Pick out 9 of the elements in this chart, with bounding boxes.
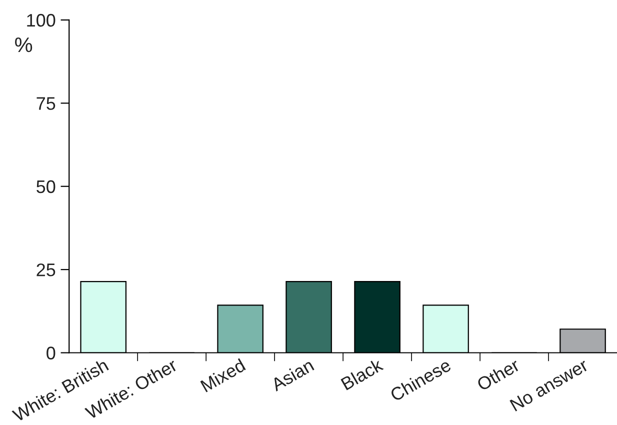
x-tick-label: Black — [340, 358, 384, 390]
y-tick-label: 50 — [36, 180, 56, 194]
y-tick-label: 0 — [46, 346, 56, 360]
y-tick-label: 100 — [27, 14, 56, 27]
y-axis-title: % — [15, 38, 32, 52]
y-tick-label: 75 — [36, 97, 56, 110]
y-tick-label: 25 — [36, 263, 56, 276]
x-tick-label: Other — [476, 358, 521, 392]
x-tick-label: Asian — [270, 358, 314, 392]
